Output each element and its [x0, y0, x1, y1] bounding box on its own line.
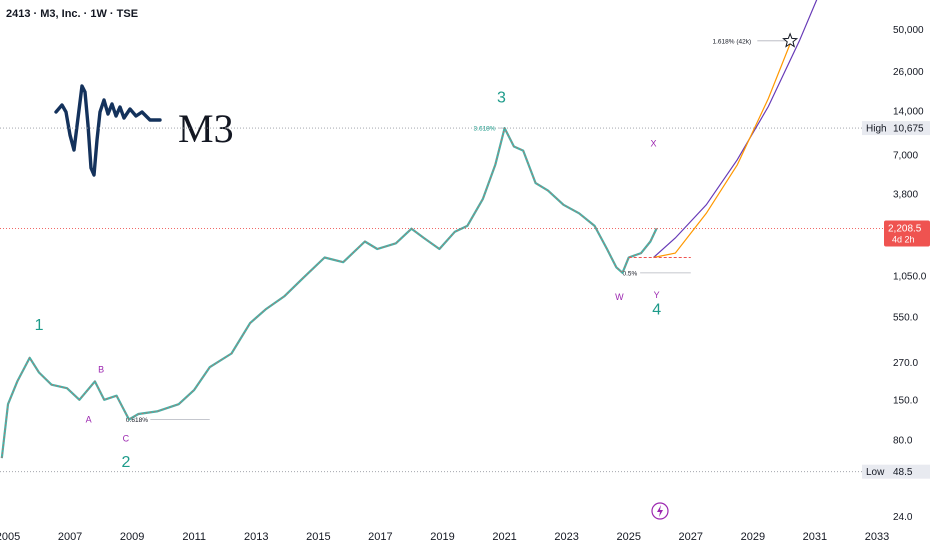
y-tick-label: 14,000: [893, 106, 924, 117]
low-badge: [862, 464, 930, 479]
logo-text: M3: [178, 106, 234, 151]
low-badge-label: Low: [866, 467, 885, 478]
m3-logo: M3: [54, 84, 234, 177]
fib-label: 0.618%: [126, 417, 148, 424]
subwave-label-X: X: [651, 138, 657, 148]
y-tick-label: 550.0: [893, 313, 918, 324]
wave-label-2: 2: [121, 454, 130, 471]
subwave-label-A: A: [86, 414, 92, 424]
y-tick-label: 150.0: [893, 395, 918, 406]
fib-label: 3.618%: [474, 126, 496, 133]
fib-levels: 5.618% (133k)1.618% (42k)3.618%0.618%0.5…: [126, 38, 787, 424]
price-line: [0, 127, 658, 459]
high-badge-value: 10,675: [893, 124, 924, 135]
x-tick-label: 2023: [554, 531, 578, 543]
bar-countdown: 4d 2h: [892, 234, 915, 244]
fib-label: 1.618% (42k): [713, 38, 752, 45]
x-tick-label: 2005: [0, 531, 20, 543]
projection-orange: [653, 43, 791, 259]
subwave-label-B: B: [98, 365, 104, 375]
y-tick-label: 80.0: [893, 435, 913, 446]
x-tick-label: 2021: [492, 531, 516, 543]
x-tick-label: 2015: [306, 531, 330, 543]
y-tick-label: 3,800: [893, 189, 918, 200]
y-tick-label: 270.0: [893, 358, 918, 369]
subwave-label-W: W: [615, 292, 624, 302]
y-tick-label: 26,000: [893, 67, 924, 78]
wave-label-3: 3: [497, 89, 506, 106]
x-tick-label: 2029: [741, 531, 765, 543]
wave-label-4: 4: [652, 302, 661, 319]
star-target-icon: [782, 32, 799, 48]
high-badge: [862, 121, 930, 136]
high-badge-label: High: [866, 124, 887, 135]
x-tick-label: 2019: [430, 531, 454, 543]
projection-purple: [653, 0, 818, 258]
y-tick-label: 1,050.0: [893, 271, 927, 282]
y-tick-label: 50,000: [893, 25, 924, 36]
wave-labels: 12345ABCXWY: [35, 89, 662, 471]
price-line-wicks: [1, 127, 657, 459]
x-tick-label: 2009: [120, 531, 144, 543]
target-markers: [782, 32, 799, 48]
projection-curves: [628, 0, 818, 259]
chart-title: 2413 · M3, Inc. · 1W · TSE: [6, 8, 139, 20]
x-tick-label: 2025: [616, 531, 640, 543]
y-tick-label: 7,000: [893, 150, 918, 161]
grid-layer: [0, 127, 884, 473]
x-axis[interactable]: 2005 2007 2009 2011 2013 2015 2017 2019 2021 2023…: [0, 531, 889, 543]
x-tick-label: 2011: [182, 531, 206, 543]
x-tick-label: 2027: [679, 531, 703, 543]
flash-event-icon[interactable]: [651, 502, 669, 520]
wave-label-1: 1: [35, 317, 44, 334]
current-price-value: 2,208.5: [888, 223, 922, 234]
y-tick-label: 24.0: [893, 512, 913, 523]
price-series: [0, 127, 658, 459]
x-tick-label: 2007: [58, 531, 82, 543]
y-axis[interactable]: 750,000400,000200,000100,00050,00026,000…: [862, 0, 930, 523]
subwave-label-Y: Y: [654, 290, 660, 300]
fib-label: 0.5%: [623, 270, 638, 277]
x-tick-label: 2017: [368, 531, 392, 543]
x-tick-label: 2013: [244, 531, 268, 543]
x-tick-label: 2033: [865, 531, 889, 543]
subwave-label-C: C: [123, 433, 130, 443]
current-price-badge: [884, 220, 930, 247]
logo-waveform-icon: [54, 84, 162, 177]
low-badge-value: 48.5: [893, 467, 913, 478]
x-tick-label: 2031: [803, 531, 827, 543]
